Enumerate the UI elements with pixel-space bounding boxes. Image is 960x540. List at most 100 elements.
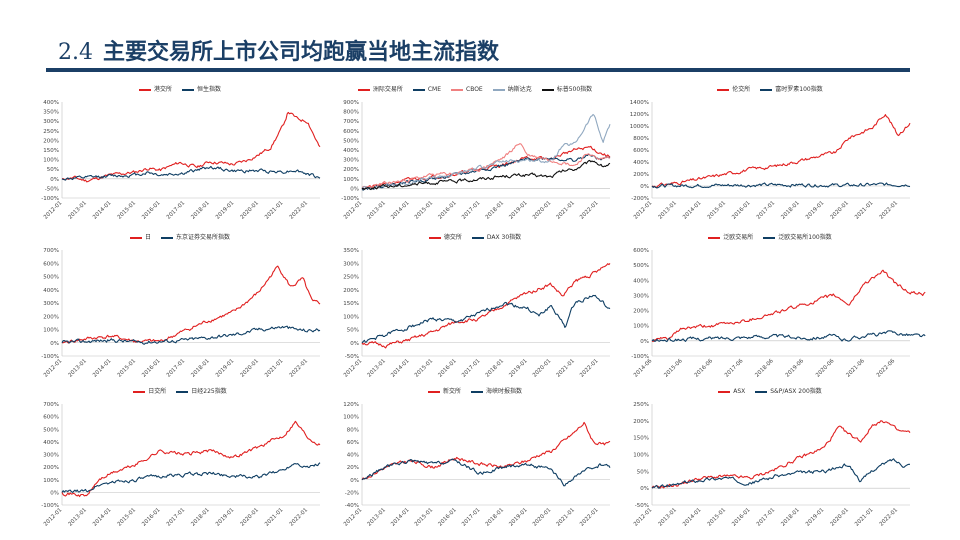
y-tick-label: 600% <box>633 148 649 154</box>
legend-label: 泛欧交易所100指数 <box>778 234 832 241</box>
y-tick-label: -50% <box>345 354 359 360</box>
chart-legend: 洲际交易所 CME CBOE 纳斯达克 标普500指数 <box>330 84 620 100</box>
x-tick-label: 2014-01 <box>390 200 410 220</box>
series-line <box>361 458 611 487</box>
x-tick-label: 2012-01 <box>43 358 63 378</box>
legend-swatch <box>412 88 425 91</box>
x-tick-label: 2022-01 <box>879 200 899 220</box>
x-tick-label: 2015-01 <box>707 200 727 220</box>
y-tick-label: 200% <box>633 172 649 178</box>
x-tick-label: 2014-01 <box>92 358 112 378</box>
legend-item: 伦交所 <box>717 84 750 93</box>
chart-panel-nzx: 新交所 海峡时报指数 -40% -20% 0% 20% 40% 60% 80% 100% 120% 2… <box>330 386 620 531</box>
y-tick-label: 400% <box>633 278 649 284</box>
series-line <box>361 294 611 344</box>
x-tick-label: 2017-01 <box>461 507 481 527</box>
y-tick-label: 100% <box>633 324 649 330</box>
x-tick-label: 2017-01 <box>756 200 776 220</box>
y-tick-label: 350% <box>43 110 59 116</box>
x-tick-label: 2018-01 <box>485 200 505 220</box>
x-tick-label: 2020-01 <box>532 507 552 527</box>
x-tick-label: 2020-01 <box>829 200 849 220</box>
y-tick-label: 200% <box>43 314 59 320</box>
y-tick-label: 60% <box>347 440 359 446</box>
chart-legend: 日交所 日经225指数 <box>30 386 330 402</box>
y-tick-label: -100% <box>41 196 59 202</box>
x-tick-label: 2020-01 <box>532 358 552 378</box>
y-tick-label: 200% <box>633 419 649 425</box>
legend-label: 日 <box>144 234 151 241</box>
x-tick-label: 2019-01 <box>215 507 235 527</box>
series-line <box>361 159 611 191</box>
x-tick-label: 2018-01 <box>190 358 210 378</box>
series-line <box>651 330 926 343</box>
x-tick-label: 2022-01 <box>579 200 599 220</box>
y-tick-label: 0% <box>640 184 649 190</box>
series-line <box>651 269 926 343</box>
x-tick-label: 2021-01 <box>854 200 874 220</box>
legend-label: S&P/ASX 200指数 <box>770 388 822 395</box>
legend-label: 日交所 <box>148 388 167 395</box>
chart-legend: 日 东京证券交易所指数 <box>30 232 330 248</box>
x-tick-label: 2019-01 <box>215 358 235 378</box>
legend-item: 日交所 <box>133 386 166 395</box>
legend-swatch <box>428 236 441 239</box>
x-tick-label: 2021-01 <box>555 358 575 378</box>
y-tick-label: 300% <box>343 261 359 267</box>
x-tick-label: 2015-01 <box>414 200 434 220</box>
legend-label: 日经225指数 <box>191 388 227 395</box>
y-tick-label: 150% <box>343 301 359 307</box>
series-line <box>651 420 911 489</box>
x-tick-label: 2017-01 <box>461 358 481 378</box>
legend-item: 新交所 <box>427 386 461 395</box>
chart-panel-lse: 伦交所 富时罗素100指数 -200% 0% 200% 400% 600% 800% 1000%… <box>620 84 920 224</box>
legend-swatch <box>133 390 146 393</box>
legend-label: 东京证券交易所指数 <box>176 234 231 241</box>
x-tick-label: 2019-01 <box>805 507 825 527</box>
legend-label: 新交所 <box>442 388 461 395</box>
series-line <box>61 265 321 344</box>
legend-item: 德交所 <box>428 232 462 241</box>
y-tick-label: 600% <box>43 261 59 267</box>
x-tick-label: 2014-01 <box>682 200 702 220</box>
x-tick-label: 2022-01 <box>289 200 309 220</box>
x-tick-label: 2020-01 <box>829 507 849 527</box>
y-tick-label: 700% <box>43 402 59 408</box>
x-tick-label: 2020-01 <box>239 200 259 220</box>
y-tick-label: 100% <box>43 328 59 334</box>
y-tick-label: 100% <box>633 453 649 459</box>
x-tick-label: 2017-01 <box>756 507 776 527</box>
legend-item: 海峡时报指数 <box>471 386 522 395</box>
x-tick-label: 2012-01 <box>343 507 363 527</box>
x-tick-label: 2014-01 <box>390 358 410 378</box>
legend-item: 标普500指数 <box>541 84 592 93</box>
legend-item: 东京证券交易所指数 <box>161 232 230 241</box>
y-tick-label: 100% <box>343 314 359 320</box>
x-tick-label: 2020-01 <box>239 507 259 527</box>
chart-svg: -100% 0% 100% 200% 300% 400% 500% 600% 700% 2012-… <box>41 402 321 528</box>
chart-svg: -100% 0% 100% 200% 300% 400% 500% 600% 2014-06 20… <box>631 248 926 379</box>
y-tick-label: 0% <box>50 341 59 347</box>
series-line <box>61 165 321 181</box>
legend-item: ASX <box>718 388 745 395</box>
legend-swatch <box>492 88 505 91</box>
y-tick-label: 300% <box>43 301 59 307</box>
y-tick-label: 300% <box>633 293 649 299</box>
chart-legend: 港交所 恒生指数 <box>30 84 330 100</box>
y-tick-label: 0% <box>50 177 59 183</box>
y-tick-label: 300% <box>343 158 359 164</box>
legend-swatch <box>718 390 731 393</box>
y-tick-label: 500% <box>633 263 649 269</box>
x-tick-label: 2018-01 <box>485 507 505 527</box>
y-tick-label: 200% <box>43 138 59 144</box>
legend-swatch <box>471 236 484 239</box>
y-tick-label: 200% <box>343 288 359 294</box>
series-line <box>61 420 321 498</box>
x-tick-label: 2016-01 <box>731 507 751 527</box>
x-tick-label: 2018-01 <box>780 507 800 527</box>
series-line <box>651 114 911 189</box>
title-divider <box>46 68 910 72</box>
legend-swatch <box>357 88 370 91</box>
x-tick-label: 2022-01 <box>579 507 599 527</box>
x-tick-label: 2015-01 <box>414 358 434 378</box>
